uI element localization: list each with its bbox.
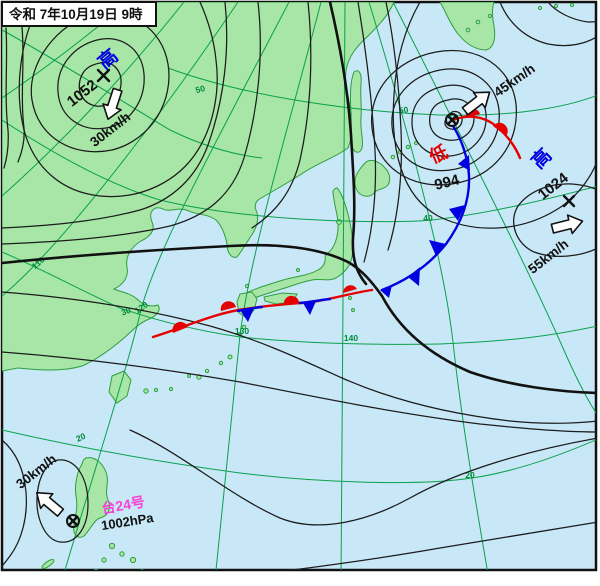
high-e-center-cross: [562, 194, 576, 208]
typhoon-center-symbol: [66, 514, 80, 528]
grid-label-40: 40: [423, 213, 433, 223]
land-sakhalin: [349, 70, 364, 153]
land-philippine-islands: [41, 542, 145, 570]
grid-label-50-east: 50: [398, 104, 409, 115]
chart-date-title: 令和 7年10月19日 9時: [8, 6, 143, 22]
grid-label-50-west: 50: [194, 83, 206, 95]
land-sado: [336, 219, 342, 225]
high-nw-center-cross: [96, 68, 111, 83]
land-izu-island: [348, 296, 352, 300]
land-ryukyu: [143, 354, 233, 394]
stationary-front: [151, 288, 374, 339]
grid-label-20: 20: [465, 470, 475, 480]
land-islet: [241, 324, 247, 330]
isobars: [2, 2, 596, 570]
grid-label-140: 140: [344, 333, 358, 343]
typhoon-name: 台24号: [100, 493, 146, 516]
land-kamchatka: [439, 2, 496, 51]
fronts: [151, 108, 522, 339]
low-center-mark: [446, 114, 458, 126]
grid-label-20-sw: 20: [74, 431, 87, 444]
title-box: 令和 7年10月19日 9時: [1, 1, 157, 27]
land-izu-island: [351, 308, 355, 312]
land-honshu: [242, 187, 354, 299]
low-pressure: 994: [433, 171, 462, 194]
land-hokkaido: [354, 159, 391, 197]
grid-label-130: 130: [235, 326, 249, 336]
land-oki: [296, 268, 300, 272]
